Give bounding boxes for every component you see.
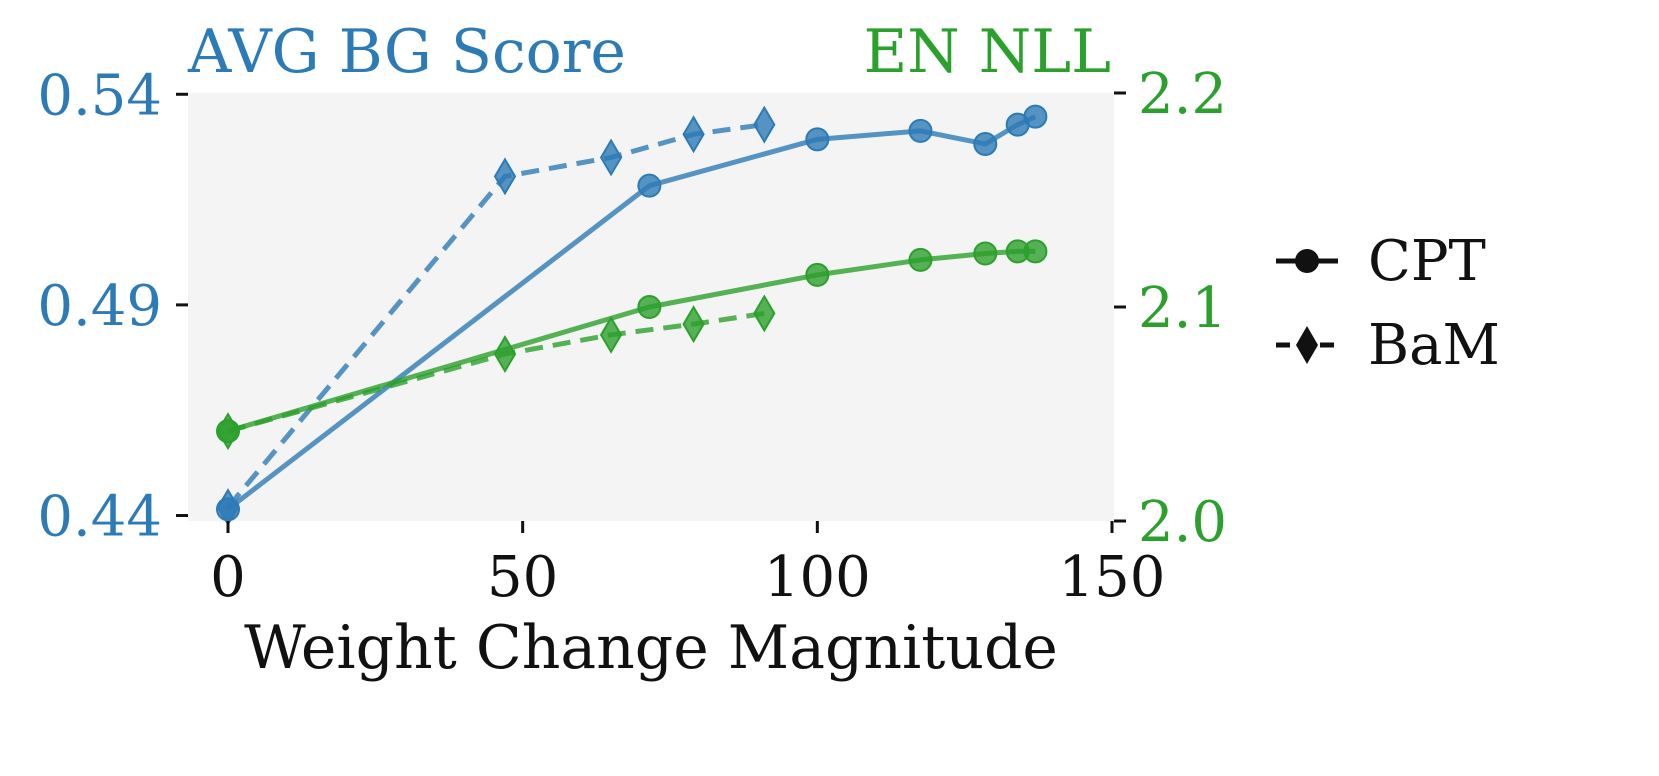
legend: CPT BaM <box>1276 229 1500 378</box>
right-y-tick-label: 2.0 <box>1138 490 1227 555</box>
data-point-cpt-bg-score <box>1023 104 1048 129</box>
axes-layer: 0 50 100 150 0.44 0.49 0.54 2.0 2.1 2.2 <box>37 62 1227 610</box>
data-point-bam-bg-score <box>493 157 517 196</box>
series-bam-en-nll <box>216 294 776 451</box>
data-point-bam-bg-score <box>682 115 705 154</box>
data-point-cpt-en-nll <box>973 241 998 266</box>
data-point-bam-bg-score <box>599 138 623 177</box>
x-tick-label: 50 <box>487 545 558 610</box>
series-layer <box>216 104 1048 527</box>
data-point-cpt-en-nll <box>1023 239 1048 264</box>
data-point-bam-bg-score <box>753 105 776 144</box>
legend-item-bam: BaM <box>1276 313 1500 378</box>
x-tick-label: 100 <box>764 545 871 610</box>
left-y-tick-label: 0.54 <box>37 63 162 128</box>
data-point-cpt-bg-score <box>973 131 998 156</box>
data-point-bam-en-nll <box>493 335 517 374</box>
data-point-cpt-bg-score <box>637 173 662 198</box>
right-y-tick-label: 2.2 <box>1138 62 1227 127</box>
data-point-cpt-en-nll <box>637 295 662 319</box>
left-axis-title: AVG BG Score <box>187 17 626 87</box>
data-point-cpt-en-nll <box>908 247 933 272</box>
data-point-cpt-bg-score <box>908 118 933 143</box>
legend-bam-label: BaM <box>1368 313 1500 378</box>
data-point-cpt-en-nll <box>805 262 830 287</box>
right-y-tick-label: 2.1 <box>1138 276 1227 341</box>
x-tick-label: 0 <box>210 545 246 610</box>
legend-bam-marker <box>1296 326 1318 364</box>
legend-item-cpt: CPT <box>1276 229 1486 294</box>
left-y-tick-label: 0.49 <box>37 274 162 339</box>
x-tick-label: 150 <box>1059 545 1166 610</box>
legend-cpt-label: CPT <box>1368 229 1486 294</box>
right-axis-title: EN NLL <box>863 17 1111 87</box>
legend-cpt-marker <box>1295 249 1319 273</box>
x-axis-title: Weight Change Magnitude <box>244 613 1058 683</box>
left-y-tick-label: 0.44 <box>37 485 162 550</box>
data-point-bam-en-nll <box>216 412 240 451</box>
data-point-bam-en-nll <box>753 294 776 333</box>
data-point-cpt-bg-score <box>805 127 830 152</box>
series-bam-bg-score <box>216 105 776 527</box>
data-point-bam-en-nll <box>682 305 705 344</box>
data-point-bam-en-nll <box>599 315 623 354</box>
